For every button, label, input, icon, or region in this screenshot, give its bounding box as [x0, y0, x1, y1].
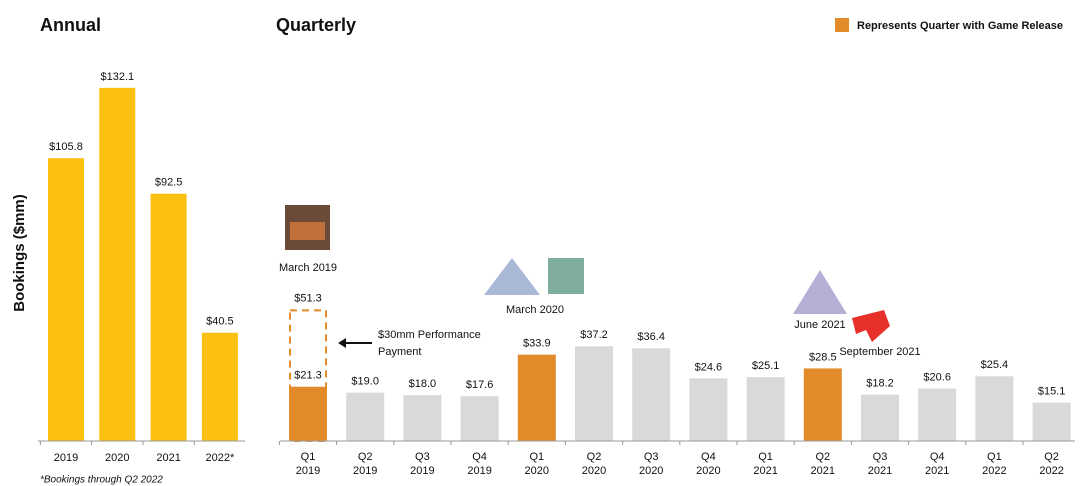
- x-tick-label: Q1: [529, 451, 544, 463]
- release-label: March 2019: [279, 262, 337, 274]
- bar: [918, 388, 957, 441]
- x-tick-label: Q2: [1044, 451, 1059, 463]
- bar: [975, 376, 1014, 441]
- bar: [1032, 402, 1071, 441]
- release-label: March 2020: [506, 304, 564, 316]
- dashed-value-label: $51.3: [294, 292, 322, 304]
- value-label: $18.2: [866, 378, 894, 390]
- legend-swatch: [835, 18, 849, 32]
- bar: [48, 158, 84, 442]
- annotation-arrowhead: [338, 338, 346, 348]
- annotation: $30mm Performance: [378, 329, 481, 341]
- bar: [403, 395, 442, 441]
- bar: [460, 396, 499, 441]
- x-tick-label: Q3: [873, 451, 888, 463]
- value-label: $36.4: [637, 331, 665, 343]
- value-label: $15.1: [1038, 385, 1066, 397]
- x-tick-label: 2021: [925, 465, 949, 477]
- value-label: $25.1: [752, 360, 780, 372]
- value-label: $17.6: [466, 379, 494, 391]
- x-tick-label: Q1: [987, 451, 1002, 463]
- x-tick-label: Q1: [301, 451, 316, 463]
- bar: [746, 377, 785, 441]
- x-tick-label: 2021: [156, 452, 180, 464]
- release-label: September 2021: [839, 346, 920, 358]
- value-label: $24.6: [695, 361, 723, 373]
- x-tick-label: 2022: [982, 465, 1006, 477]
- release-label: June 2021: [794, 319, 845, 331]
- value-label: $92.5: [155, 177, 183, 189]
- bar: [803, 368, 842, 441]
- x-tick-label: 2021: [753, 465, 777, 477]
- x-tick-label: 2019: [410, 465, 434, 477]
- x-tick-label: Q2: [815, 451, 830, 463]
- x-tick-label: 2022*: [206, 452, 235, 464]
- x-tick-label: 2020: [696, 465, 720, 477]
- x-tick-label: 2019: [54, 452, 78, 464]
- x-tick-label: 2022: [1039, 465, 1063, 477]
- game-icon: [484, 258, 540, 295]
- x-tick-label: Q2: [358, 451, 373, 463]
- value-label: $21.3: [294, 370, 322, 382]
- x-tick-label: 2020: [582, 465, 606, 477]
- value-label: $37.2: [580, 329, 608, 341]
- x-tick-label: 2021: [811, 465, 835, 477]
- bar: [689, 378, 728, 441]
- bar: [150, 193, 187, 441]
- bar: [632, 348, 671, 441]
- bar: [346, 392, 385, 441]
- quarterly-title: Quarterly: [276, 15, 356, 35]
- x-tick-label: 2020: [105, 452, 129, 464]
- bar: [99, 87, 136, 442]
- bar: [575, 346, 613, 441]
- game-icon: [548, 258, 584, 294]
- bar: [861, 394, 899, 441]
- value-label: $18.0: [409, 378, 437, 390]
- x-tick-label: 2021: [868, 465, 892, 477]
- bar: [517, 354, 556, 441]
- x-tick-label: Q4: [472, 451, 487, 463]
- bar: [201, 332, 238, 441]
- x-tick-label: Q3: [644, 451, 659, 463]
- stadia-icon: [852, 310, 890, 342]
- x-tick-label: 2019: [467, 465, 491, 477]
- value-label: $19.0: [351, 376, 379, 388]
- value-label: $132.1: [100, 71, 134, 83]
- annotation: Payment: [378, 346, 421, 358]
- bar: [289, 386, 327, 441]
- annual-title: Annual: [40, 15, 101, 35]
- value-label: $28.5: [809, 351, 837, 363]
- x-tick-label: Q3: [415, 451, 430, 463]
- x-tick-label: Q4: [701, 451, 716, 463]
- value-label: $33.9: [523, 338, 551, 350]
- legend-label: Represents Quarter with Game Release: [857, 20, 1063, 32]
- footnote: *Bookings through Q2 2022: [40, 475, 163, 486]
- x-tick-label: Q2: [587, 451, 602, 463]
- x-tick-label: 2020: [639, 465, 663, 477]
- game-icon: [793, 270, 847, 314]
- x-tick-label: Q1: [758, 451, 773, 463]
- y-axis-label: Bookings ($mm): [11, 194, 28, 312]
- x-tick-label: 2019: [296, 465, 320, 477]
- x-tick-label: Q4: [930, 451, 945, 463]
- value-label: $20.6: [923, 371, 951, 383]
- game-icon-detail: [290, 222, 325, 240]
- value-label: $25.4: [981, 359, 1009, 371]
- value-label: $105.8: [49, 141, 83, 153]
- value-label: $40.5: [206, 316, 234, 328]
- x-tick-label: 2019: [353, 465, 377, 477]
- x-tick-label: 2020: [525, 465, 549, 477]
